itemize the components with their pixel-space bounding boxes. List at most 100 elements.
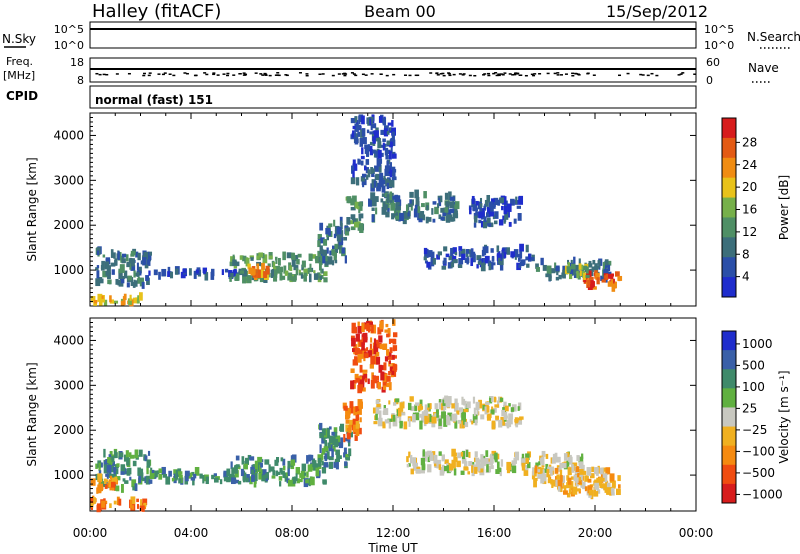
echo-cell [541, 456, 545, 466]
echo-cell [375, 351, 380, 357]
echo-cell [575, 477, 579, 483]
echo-cell [167, 266, 171, 274]
echo-cell [103, 448, 106, 458]
nave-dash [318, 73, 322, 76]
nave-dash [577, 74, 581, 76]
echo-cell [587, 263, 593, 267]
echo-cell [97, 488, 102, 493]
echo-cell [326, 247, 329, 254]
echo-cell [390, 147, 393, 154]
echo-cell [609, 473, 615, 482]
echo-cell [517, 420, 523, 425]
echo-cell [110, 481, 116, 488]
echo-cell [334, 259, 338, 264]
nave-dash [482, 74, 486, 76]
echo-cell [315, 467, 320, 477]
echo-cell [328, 461, 334, 469]
echo-cell [305, 479, 309, 484]
echo-cell [596, 477, 600, 486]
echo-cell [359, 364, 363, 373]
echo-region [317, 422, 353, 470]
echo-cell [384, 165, 390, 172]
echo-cell [380, 129, 385, 135]
echo-cell [352, 170, 355, 178]
nave-dash [254, 72, 258, 74]
echo-cell [262, 254, 268, 264]
echo-cell [361, 323, 365, 333]
echo-cell [298, 272, 303, 276]
echo-cell [257, 269, 261, 279]
echo-cell [373, 421, 378, 425]
echo-cell [474, 419, 478, 426]
echo-cell [533, 478, 537, 488]
colorbar: 4 8 12 16 20 24 28 Power [dB] [721, 117, 791, 298]
echo-cell [385, 211, 390, 218]
echo-cell [368, 198, 373, 207]
echo-cell [371, 207, 375, 211]
echo-cell [273, 262, 276, 268]
echo-cell [134, 483, 138, 492]
echo-cell [328, 223, 331, 230]
echo-cell [503, 412, 508, 420]
echo-cell [113, 500, 117, 505]
echo-cell [392, 363, 397, 373]
echo-cell [258, 252, 263, 258]
echo-cell [228, 473, 232, 481]
echo-cell [420, 457, 426, 466]
nave-dash [483, 73, 487, 75]
echo-cell [107, 279, 112, 285]
echo-cell [267, 263, 271, 268]
echo-cell [308, 454, 312, 462]
echo-cell [271, 260, 275, 268]
echo-cell [590, 280, 594, 289]
echo-cell [274, 269, 278, 278]
echo-cell [247, 263, 251, 269]
echo-cell [323, 446, 328, 451]
echo-cell [574, 468, 580, 477]
echo-cell [365, 167, 370, 174]
echo-cell [491, 420, 496, 430]
echo-cell [595, 272, 600, 280]
echo-cell [485, 401, 488, 410]
echo-cell [345, 419, 350, 424]
nave-dash [183, 72, 187, 74]
echo-cell [274, 256, 278, 261]
echo-cell [534, 477, 538, 482]
echo-cell [312, 460, 317, 468]
echo-cell [375, 339, 379, 344]
echo-cell [453, 468, 457, 476]
echo-cell [230, 272, 234, 279]
echo-cell [110, 249, 114, 258]
nave-dash [268, 74, 272, 77]
echo-cell [351, 328, 357, 334]
nave-dash [487, 72, 491, 75]
echo-cell [240, 468, 244, 477]
nave-dash [436, 74, 440, 76]
echo-cell [373, 130, 379, 138]
echo-cell [382, 378, 387, 387]
echo-cell [391, 131, 395, 141]
nave-dash [172, 74, 176, 77]
echo-cell [596, 277, 600, 285]
echo-cell [410, 406, 415, 412]
echo-cell [137, 252, 141, 261]
echo-cell [527, 462, 531, 469]
echo-cell [333, 431, 338, 437]
echo-cell [254, 460, 258, 470]
echo-cell [329, 250, 332, 256]
echo-cell [567, 467, 572, 476]
echo-cell [190, 477, 196, 481]
echo-cell [352, 418, 357, 428]
echo-cell [470, 248, 474, 256]
colorbar-swatch [722, 118, 736, 139]
echo-cell [361, 147, 364, 155]
echo-cell [203, 269, 206, 274]
echo-cell [286, 252, 292, 259]
nave-dash [379, 73, 383, 75]
echo-cell [317, 233, 322, 240]
echo-cell [325, 227, 331, 235]
echo-cell [444, 459, 449, 464]
echo-cell [357, 376, 363, 380]
echo-cell [446, 209, 452, 217]
nave-dash [693, 73, 697, 75]
